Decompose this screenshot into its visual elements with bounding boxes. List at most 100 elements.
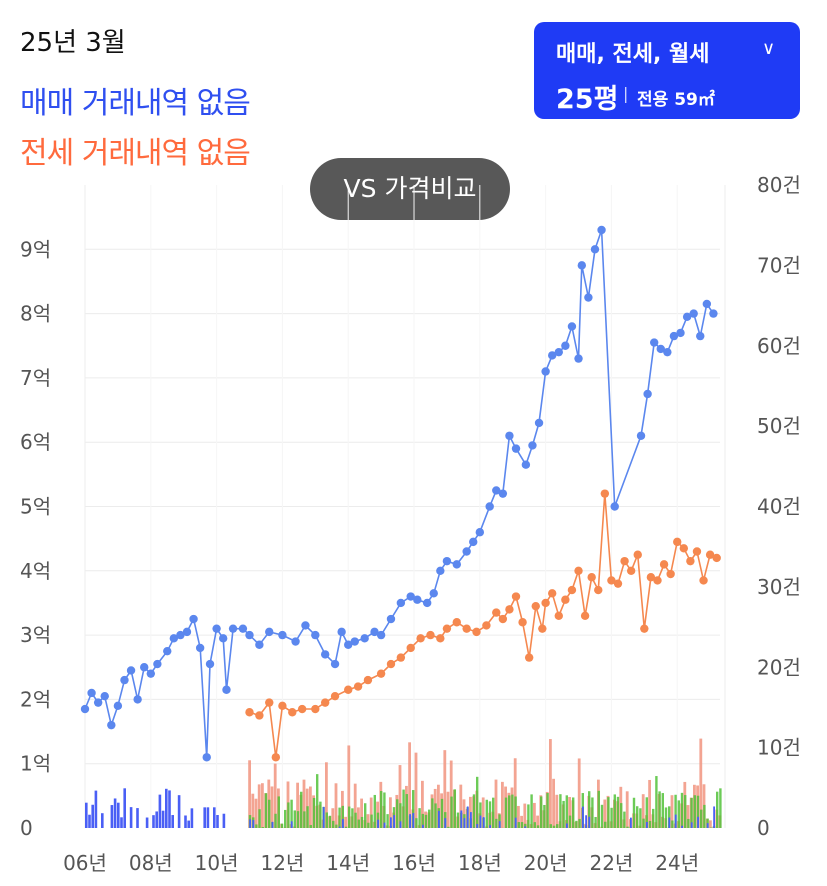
rent-volume-bar	[652, 808, 655, 828]
rent-volume-bar	[594, 816, 597, 828]
rent-volume-bar	[386, 814, 389, 828]
jeonse-point	[607, 576, 616, 585]
sale-point	[554, 347, 563, 357]
rent-volume-bar	[485, 799, 488, 828]
y-right-tick-label: 10건	[757, 736, 801, 760]
trade-type-filter-button[interactable]: 매매, 전세, 월세 ∨ 25평 | 전용 59㎡	[534, 22, 800, 119]
jeonse-point	[548, 589, 557, 598]
jeonse-point	[518, 618, 527, 627]
sale-volume-bar	[713, 806, 715, 828]
rent-volume-bar	[453, 789, 456, 828]
sale-point	[238, 624, 248, 633]
rent-volume-bar	[479, 802, 482, 828]
jeonse-volume-bar	[481, 797, 485, 828]
sale-volume-bar	[155, 811, 158, 828]
rent-volume-bar	[520, 822, 524, 828]
jeonse-point	[561, 595, 570, 604]
rent-volume-bar	[428, 809, 431, 828]
jeonse-point	[692, 547, 702, 556]
rent-volume-bar	[645, 797, 648, 828]
jeonse-volume-bar	[670, 795, 674, 828]
sale-point	[584, 293, 593, 302]
sale-point	[126, 666, 136, 675]
jeonse-volume-bar	[251, 793, 255, 828]
sale-point	[265, 627, 274, 637]
trade-types-label: 매매, 전세, 월세	[556, 42, 710, 67]
sale-point	[534, 418, 544, 428]
sale-volume-bar	[470, 812, 472, 828]
jeonse-volume-bar	[414, 752, 418, 828]
jeonse-point	[363, 675, 373, 685]
sale-volume-bar	[171, 815, 174, 828]
jeonse-volume-bar	[549, 739, 552, 828]
jeonse-volume-bar	[360, 798, 363, 828]
sale-volume-bar	[91, 804, 94, 828]
sale-point	[140, 663, 149, 672]
sale-volume-bar	[524, 826, 527, 828]
rent-volume-bar	[527, 804, 530, 828]
jeonse-point	[679, 544, 689, 553]
rent-volume-bar	[607, 797, 610, 828]
rent-volume-bar	[536, 825, 540, 828]
sale-point	[202, 753, 211, 762]
sale-volume-bar	[222, 813, 226, 828]
jeonse-point	[426, 630, 435, 640]
jeonse-volume-bar	[625, 791, 629, 828]
rent-volume-bar	[255, 824, 258, 828]
sale-point	[228, 624, 238, 633]
sale-volume-bar	[123, 788, 126, 828]
jeonse-volume-bar	[648, 779, 651, 828]
sale-volume-bar	[152, 815, 155, 828]
rent-volume-bar	[514, 796, 517, 828]
jeonse-point	[452, 618, 461, 627]
sale-volume-bar	[94, 790, 98, 828]
rent-volume-bar	[696, 795, 700, 828]
rent-volume-bar	[540, 796, 543, 828]
sale-point	[205, 659, 215, 669]
sale-volume-bar	[409, 814, 411, 828]
jeonse-volume-bar	[552, 778, 555, 828]
rent-volume-bar	[402, 789, 405, 828]
price-compare-button[interactable]: VS 가격비교	[310, 158, 510, 220]
y-right-tick-label: 80건	[757, 173, 801, 197]
jeonse-point	[320, 698, 330, 707]
rent-volume-bar	[671, 820, 674, 828]
y-right-tick-label: 50건	[757, 414, 801, 438]
jeonse-volume-bar	[523, 803, 527, 828]
sale-volume-bar	[338, 826, 341, 828]
jeonse-volume-bar	[709, 820, 712, 828]
jeonse-point	[436, 634, 445, 643]
axis-ticks: 0 1억 2억 3억 4억 5억 6억 7억 8억 9억 0 10건 20건 30건 40건 50건 60건 70…	[20, 173, 801, 875]
rent-volume-bar	[290, 799, 293, 828]
rent-volume-bar	[719, 788, 722, 828]
jeonse-point	[567, 585, 577, 595]
jeonse-volume-bar	[641, 794, 645, 828]
rent-volume-bar	[268, 799, 271, 828]
sale-volume-bar	[203, 807, 206, 828]
rent-volume-bar	[648, 820, 652, 828]
sale-volume-bar	[681, 825, 683, 828]
jeonse-point	[330, 691, 340, 701]
sale-volume-bar	[582, 806, 584, 828]
sale-point	[301, 621, 310, 630]
rent-volume-bar	[655, 776, 658, 828]
sale-point	[255, 640, 264, 649]
sale-point	[422, 598, 432, 608]
rent-volume-bar	[687, 818, 690, 828]
sale-status: 매매 거래내역 없음	[20, 86, 251, 121]
sale-volume-bar	[422, 824, 424, 828]
jeonse-volume-bar	[331, 808, 335, 828]
volume-bars	[85, 738, 722, 828]
sale-point	[636, 431, 646, 440]
rent-volume-bar	[370, 814, 373, 828]
rent-volume-bar	[533, 822, 536, 828]
jeonse-point	[574, 566, 583, 575]
sale-volume-bar	[383, 822, 386, 828]
sale-volume-bar	[190, 808, 194, 828]
jeonse-point	[406, 643, 415, 653]
rent-volume-bar	[300, 791, 303, 828]
jeonse-point	[666, 569, 675, 579]
filter-separator: |	[623, 84, 629, 103]
y-left-tick-label: 3억	[20, 623, 51, 647]
jeonse-volume-bar	[261, 783, 264, 828]
